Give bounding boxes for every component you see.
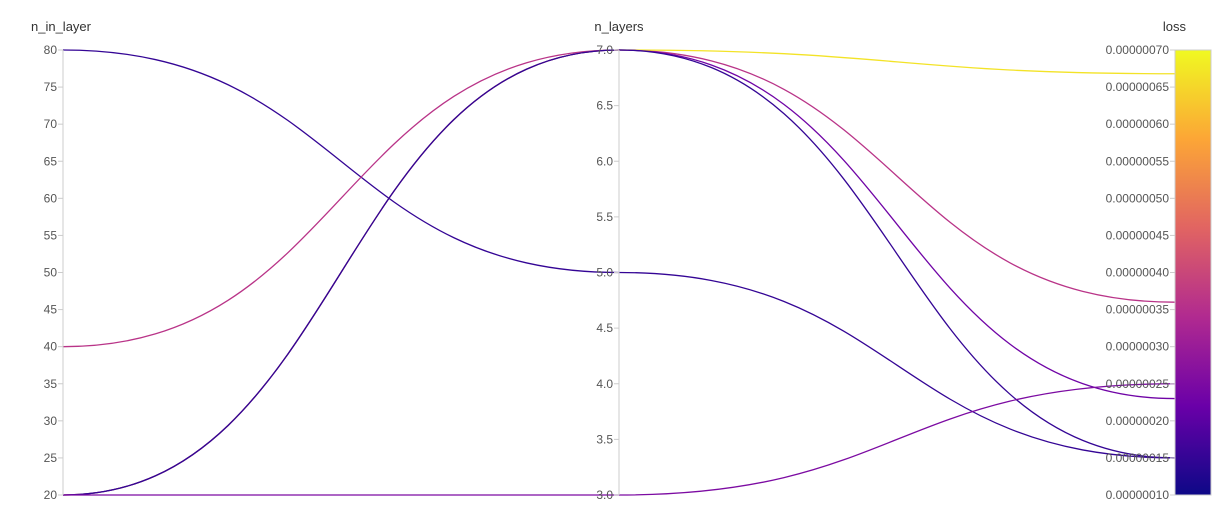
tick-label: 0.00000070: [1106, 43, 1170, 57]
tick-label: 0.00000030: [1106, 340, 1170, 354]
tick-label: 6.0: [596, 154, 613, 168]
tick-label: 0.00000025: [1106, 377, 1170, 391]
tick-label: 35: [44, 377, 58, 391]
tick-label: 6.5: [596, 99, 613, 113]
tick-label: 3.5: [596, 432, 613, 446]
axis-title-n-in-layer: n_in_layer: [31, 19, 92, 34]
tick-label: 30: [44, 414, 58, 428]
tick-label: 55: [44, 228, 58, 242]
tick-label: 65: [44, 154, 58, 168]
tick-label: 5.0: [596, 266, 613, 280]
tick-label: 4.0: [596, 377, 613, 391]
axis-loss[interactable]: loss 0.00000070 0.00000065 0.00000060 0.0000…: [1106, 19, 1212, 502]
tick-label: 3.0: [596, 488, 613, 502]
tick-label: 40: [44, 340, 58, 354]
loss-colorbar: [1174, 49, 1212, 496]
tick-label: 25: [44, 451, 58, 465]
tick-label: 0.00000015: [1106, 451, 1170, 465]
tick-label: 7.0: [596, 43, 613, 57]
tick-label: 0.00000055: [1106, 154, 1170, 168]
tick-label: 75: [44, 80, 58, 94]
tick-label: 0.00000020: [1106, 414, 1170, 428]
tick-label: 60: [44, 191, 58, 205]
tick-label: 50: [44, 266, 58, 280]
tick-label: 0.00000040: [1106, 266, 1170, 280]
tick-label: 5.5: [596, 210, 613, 224]
tick-label: 45: [44, 303, 58, 317]
axes: n_in_layer 80 75 70 65 60 55 50 45 40 35 30 25 20 n_la…: [31, 19, 1212, 502]
tick-label: 0.00000045: [1106, 228, 1170, 242]
axis-title-n-layers: n_layers: [594, 19, 644, 34]
tick-label: 0.00000050: [1106, 191, 1170, 205]
tick-label: 0.00000035: [1106, 303, 1170, 317]
tick-label: 4.5: [596, 321, 613, 335]
tick-label: 0.00000010: [1106, 488, 1170, 502]
tick-label: 80: [44, 43, 58, 57]
axis-title-loss: loss: [1163, 19, 1187, 34]
tick-label: 20: [44, 488, 58, 502]
tick-label: 0.00000060: [1106, 117, 1170, 131]
axis-n-in-layer[interactable]: n_in_layer 80 75 70 65 60 55 50 45 40 35 30 25 20: [31, 19, 92, 502]
tick-label: 70: [44, 117, 58, 131]
run-line-6[interactable]: [63, 383, 1176, 496]
axis-n-layers[interactable]: n_layers 7.0 6.5 6.0 5.5 5.0 4.5 4.0 3.5 3.0: [594, 19, 644, 502]
tick-label: 0.00000065: [1106, 80, 1170, 94]
